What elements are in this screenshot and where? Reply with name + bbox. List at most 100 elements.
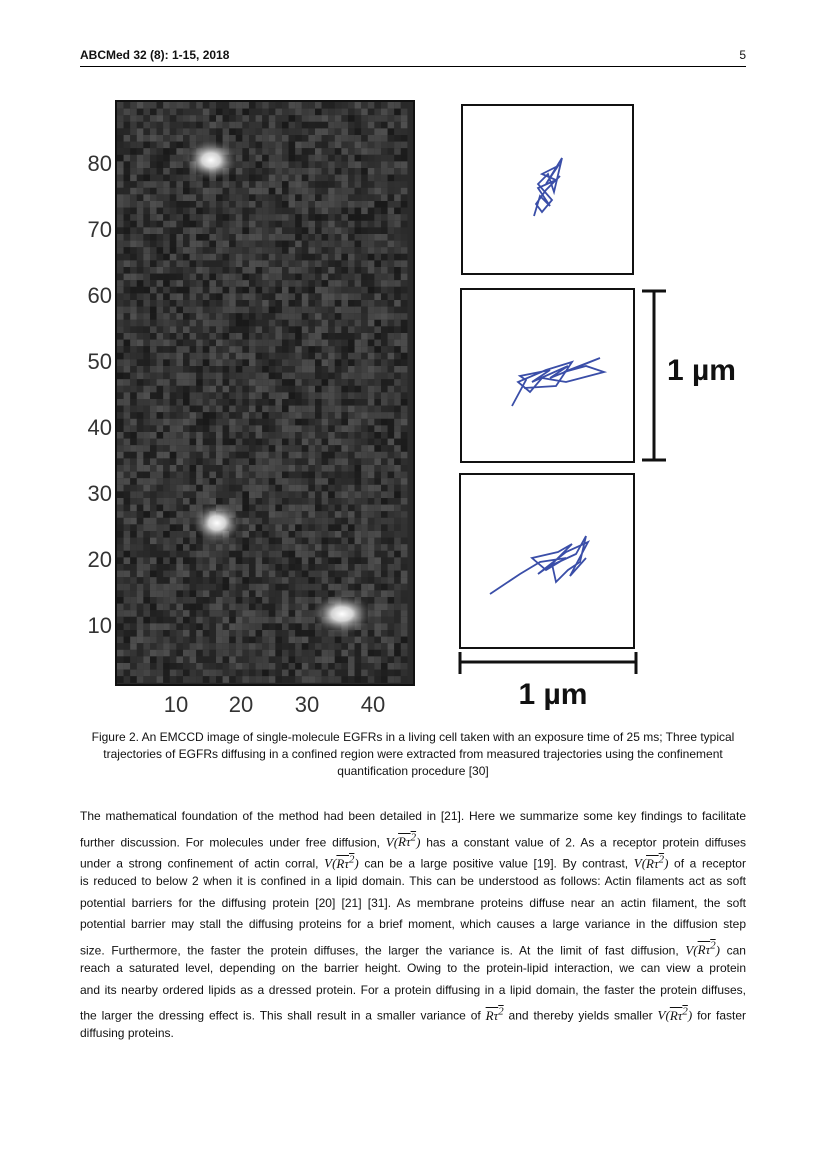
image-pixel	[301, 418, 309, 426]
image-pixel	[196, 550, 203, 558]
image-pixel	[235, 610, 243, 617]
image-pixel	[295, 550, 302, 558]
image-pixel	[394, 458, 401, 465]
image-pixel	[262, 392, 269, 399]
image-pixel	[348, 590, 355, 597]
image-pixel	[328, 201, 335, 208]
image-pixel	[282, 247, 289, 254]
image-pixel	[321, 630, 329, 637]
image-pixel	[216, 280, 223, 287]
image-pixel	[262, 220, 269, 228]
image-pixel	[169, 306, 177, 314]
image-pixel	[189, 267, 197, 274]
image-pixel	[387, 412, 395, 419]
image-pixel	[262, 286, 269, 294]
image-pixel	[361, 194, 368, 201]
image-pixel	[123, 511, 131, 518]
image-pixel	[394, 372, 401, 380]
image-pixel	[387, 174, 395, 182]
image-pixel	[387, 418, 395, 426]
image-pixel	[354, 306, 362, 314]
image-pixel	[321, 478, 329, 485]
image-pixel	[130, 458, 137, 465]
image-pixel	[189, 669, 197, 677]
image-pixel	[348, 544, 355, 551]
image-pixel	[288, 247, 296, 254]
image-pixel	[394, 379, 401, 386]
image-pixel	[176, 174, 183, 182]
image-pixel	[348, 300, 355, 307]
image-pixel	[394, 102, 401, 109]
image-pixel	[255, 214, 263, 221]
image-pixel	[123, 524, 131, 531]
image-pixel	[400, 300, 408, 307]
image-pixel	[169, 557, 177, 564]
image-pixel	[301, 333, 309, 340]
image-pixel	[169, 181, 177, 188]
image-pixel	[308, 676, 315, 683]
image-pixel	[361, 590, 368, 597]
image-pixel	[341, 676, 348, 683]
image-pixel	[381, 333, 388, 340]
image-pixel	[183, 220, 190, 228]
image-pixel	[229, 392, 236, 399]
image-pixel	[202, 557, 210, 564]
image-pixel	[249, 550, 256, 558]
image-pixel	[295, 636, 302, 644]
image-pixel	[242, 234, 249, 241]
image-pixel	[189, 385, 197, 393]
image-pixel	[387, 597, 395, 604]
image-pixel	[117, 438, 124, 446]
image-pixel	[183, 425, 190, 432]
image-pixel	[130, 597, 137, 604]
image-pixel	[381, 234, 388, 241]
image-pixel	[136, 451, 144, 459]
image-pixel	[354, 630, 362, 637]
image-pixel	[268, 590, 276, 597]
image-pixel	[334, 465, 342, 472]
image-pixel	[381, 537, 388, 545]
image-pixel	[235, 141, 243, 149]
image-pixel	[348, 293, 355, 300]
image-pixel	[341, 511, 348, 518]
image-pixel	[282, 564, 289, 571]
image-pixel	[183, 108, 190, 116]
image-pixel	[130, 339, 137, 347]
image-pixel	[341, 234, 348, 241]
image-pixel	[334, 451, 342, 459]
image-pixel	[189, 616, 197, 624]
image-pixel	[328, 240, 335, 248]
image-pixel	[348, 669, 355, 677]
image-pixel	[282, 524, 289, 531]
image-pixel	[387, 201, 395, 208]
image-pixel	[394, 590, 401, 597]
image-pixel	[117, 174, 124, 182]
image-pixel	[130, 379, 137, 386]
image-pixel	[341, 471, 348, 479]
image-pixel	[163, 293, 170, 300]
image-pixel	[209, 247, 216, 254]
image-pixel	[341, 583, 348, 591]
image-pixel	[394, 161, 401, 168]
image-pixel	[262, 643, 269, 650]
image-pixel	[315, 115, 322, 122]
image-pixel	[222, 339, 230, 347]
image-pixel	[255, 346, 263, 353]
image-pixel	[367, 484, 375, 492]
image-pixel	[249, 484, 256, 492]
image-pixel	[295, 557, 302, 564]
image-pixel	[374, 544, 381, 551]
image-pixel	[163, 300, 170, 307]
image-pixel	[136, 531, 144, 538]
image-pixel	[229, 445, 236, 452]
image-pixel	[321, 663, 329, 670]
image-pixel	[288, 108, 296, 116]
image-pixel	[301, 293, 309, 300]
image-pixel	[315, 676, 322, 683]
image-pixel	[117, 564, 124, 571]
image-pixel	[222, 187, 230, 195]
image-pixel	[229, 465, 236, 472]
image-pixel	[315, 372, 322, 380]
image-pixel	[315, 669, 322, 677]
image-pixel	[123, 478, 131, 485]
